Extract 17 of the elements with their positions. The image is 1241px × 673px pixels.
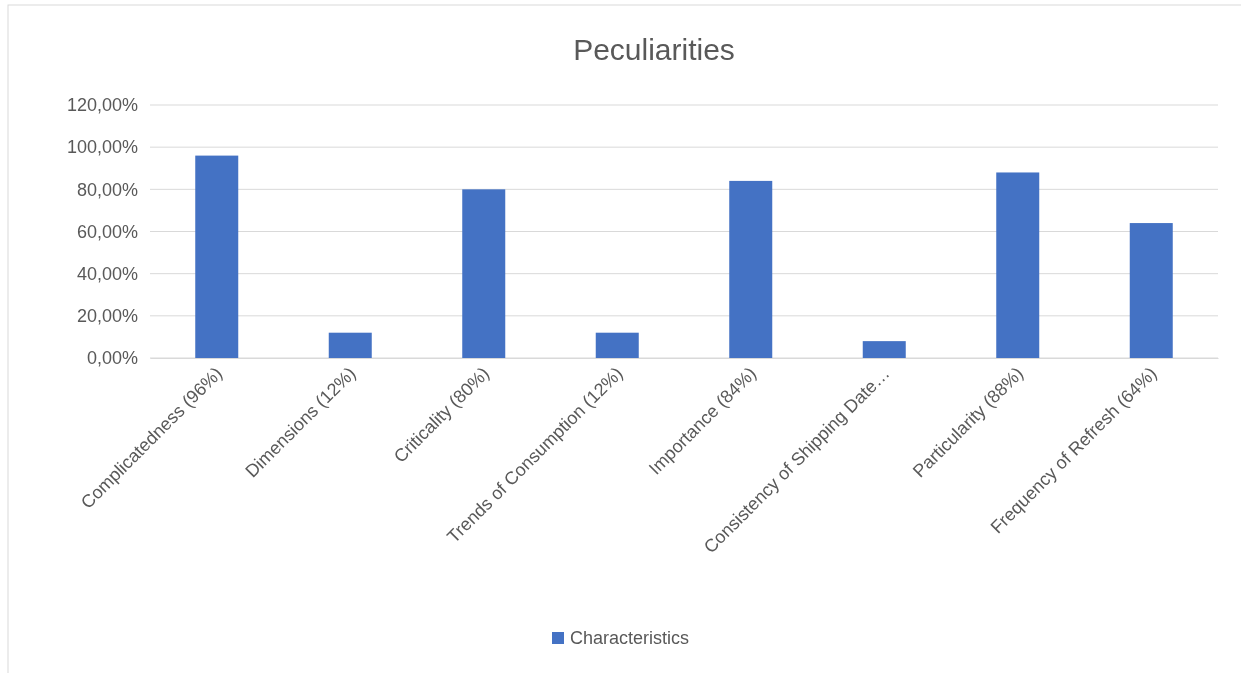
bar bbox=[195, 155, 239, 358]
legend-label: Characteristics bbox=[570, 628, 690, 649]
y-tick-label: 100,00% bbox=[66, 137, 138, 158]
y-tick-label: 60,00% bbox=[76, 221, 138, 242]
y-tick-label: 40,00% bbox=[76, 263, 138, 284]
bar bbox=[729, 180, 773, 358]
bar bbox=[328, 332, 372, 358]
y-tick-label: 120,00% bbox=[66, 95, 138, 116]
bar bbox=[996, 172, 1040, 358]
bar bbox=[1129, 223, 1173, 358]
bar bbox=[462, 189, 506, 358]
y-tick-label: 0,00% bbox=[86, 348, 138, 369]
chart-title: Peculiarities bbox=[573, 33, 735, 66]
y-tick-label: 80,00% bbox=[76, 179, 138, 200]
y-tick-label: 20,00% bbox=[76, 306, 138, 327]
bar bbox=[595, 332, 639, 358]
bar bbox=[862, 341, 906, 358]
